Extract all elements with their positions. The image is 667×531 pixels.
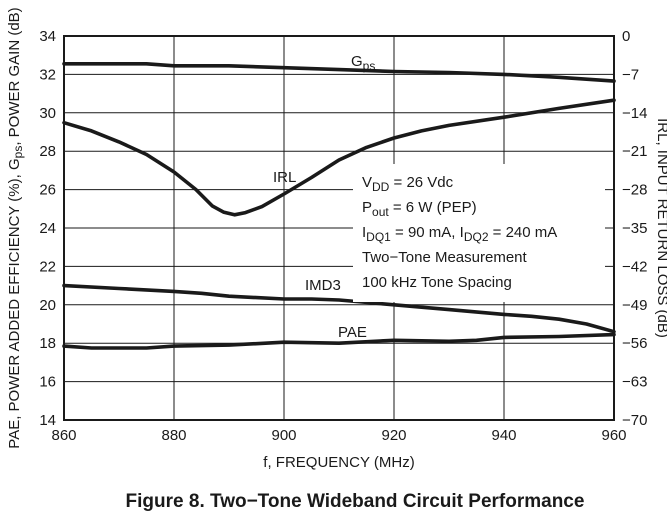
y-axis-title-left-sub: ps [11,146,25,159]
y-tick-label-left: 16 [39,374,56,391]
y-tick-label-left: 28 [39,143,56,160]
tick-labels: 860 880 900 920 940 960 14 16 18 20 22 24 26 28 30 32 34… [39,28,647,444]
condition-line: Pout = 6 W (PEP) [362,199,477,219]
y-tick-label-left: 20 [39,297,56,314]
condition-line: 100 kHz Tone Spacing [362,274,512,291]
condition-line: VDD = 26 Vdc [362,174,454,194]
series-gps-line [62,61,616,83]
x-tick-label: 860 [51,427,76,444]
series-label-pae: PAE [338,324,367,341]
y-tick-label-right: −49 [622,297,647,314]
y-tick-label-left: 30 [39,105,56,122]
y-axis-title-right: IRL, INPUT RETURN LOSS (dB) [654,118,667,338]
x-tick-label: 960 [601,427,626,444]
y-tick-label-right: −21 [622,143,647,160]
series-imd3-line [62,283,616,334]
x-tick-label: 900 [271,427,296,444]
series-irl-line [62,98,616,217]
series-label-gps: Gps [351,53,375,73]
conditions-background [353,164,605,302]
y-tick-label-left: 18 [39,335,56,352]
y-tick-label-right: −7 [622,66,639,83]
y-tick-label-right: −35 [622,220,647,237]
curves [62,61,616,350]
y-axis-title-left: PAE, POWER ADDED EFFICIENCY (%), Gps, PO… [6,7,25,448]
figure-caption: Figure 8. Two−Tone Wideband Circuit Perf… [126,491,585,512]
series-label-imd3: IMD3 [305,277,341,294]
x-tick-label: 920 [381,427,406,444]
y-axis-title-left-part3: , POWER GAIN (dB) [6,7,23,145]
y-tick-label-right: −70 [622,412,647,429]
y-tick-label-left: 26 [39,182,56,199]
y-tick-label-right: −14 [622,105,647,122]
y-tick-label-left: 14 [39,412,56,429]
condition-line: IDQ1 = 90 mA, IDQ2 = 240 mA [362,224,557,244]
y-tick-label-left: 32 [39,66,56,83]
series-labels: Gps IRL IMD3 PAE [273,53,375,341]
x-tick-label: 880 [161,427,186,444]
series-pae-line [62,332,616,350]
plot-frame [63,35,615,421]
condition-line: Two−Tone Measurement [362,249,528,266]
y-tick-label-right: −42 [622,258,647,275]
y-axis-title-left-part1: PAE, POWER ADDED EFFICIENCY (%), G [6,158,23,448]
y-tick-label-left: 22 [39,258,56,275]
y-tick-label-right: 0 [622,28,630,45]
series-label-irl: IRL [273,169,296,186]
y-tick-label-right: −63 [622,374,647,391]
x-axis-title: f, FREQUENCY (MHz) [263,454,414,471]
y-tick-label-right: −56 [622,335,647,352]
y-tick-label-right: −28 [622,182,647,199]
x-tick-label: 940 [491,427,516,444]
y-tick-label-left: 34 [39,28,56,45]
conditions-box: VDD = 26 Vdc Pout = 6 W (PEP) IDQ1 = 90 mA… [353,164,605,302]
y-tick-label-left: 24 [39,220,56,237]
